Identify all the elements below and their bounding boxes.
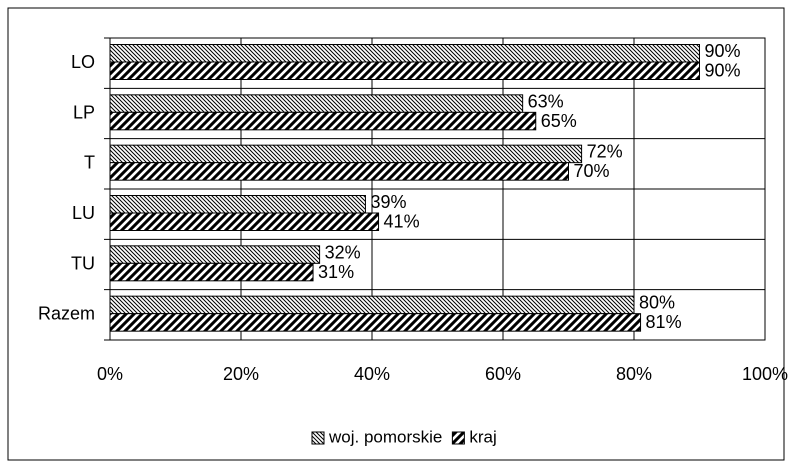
data-label: 39% (370, 192, 406, 212)
legend-label: kraj (469, 427, 496, 446)
bar (109, 162, 569, 181)
legend-label: woj. pomorskie (328, 427, 442, 446)
data-label: 72% (587, 142, 623, 162)
data-label: 32% (325, 242, 361, 262)
data-label: 90% (705, 41, 741, 61)
data-label: 70% (574, 161, 610, 181)
legend-swatch (451, 431, 465, 445)
bar (109, 144, 583, 164)
data-label: 65% (541, 111, 577, 131)
x-tick-label: 20% (223, 364, 259, 384)
x-tick-label: 80% (616, 364, 652, 384)
data-label: 81% (646, 312, 682, 332)
bar (109, 295, 635, 315)
data-label: 63% (528, 91, 564, 111)
bar (109, 44, 700, 63)
bar (109, 262, 314, 282)
x-tick-label: 60% (485, 364, 521, 384)
bar (109, 111, 537, 131)
bar (109, 245, 321, 264)
x-tick-label: 0% (97, 364, 123, 384)
data-label: 41% (384, 212, 420, 232)
y-tick-label: T (84, 153, 95, 173)
x-tick-label: 100% (742, 364, 788, 384)
bar (109, 212, 380, 231)
data-label: 31% (318, 262, 354, 282)
y-tick-label: Razem (38, 304, 95, 324)
bar (109, 94, 524, 113)
y-tick-label: TU (71, 253, 95, 273)
bar (109, 313, 642, 332)
legend-swatch (311, 431, 325, 445)
data-label: 80% (639, 293, 675, 313)
y-tick-label: LU (72, 203, 95, 223)
y-tick-label: LO (71, 52, 95, 72)
data-label: 90% (705, 61, 741, 81)
bar (109, 61, 700, 80)
y-tick-label: LP (73, 102, 95, 122)
bar (109, 195, 366, 214)
x-tick-label: 40% (354, 364, 390, 384)
